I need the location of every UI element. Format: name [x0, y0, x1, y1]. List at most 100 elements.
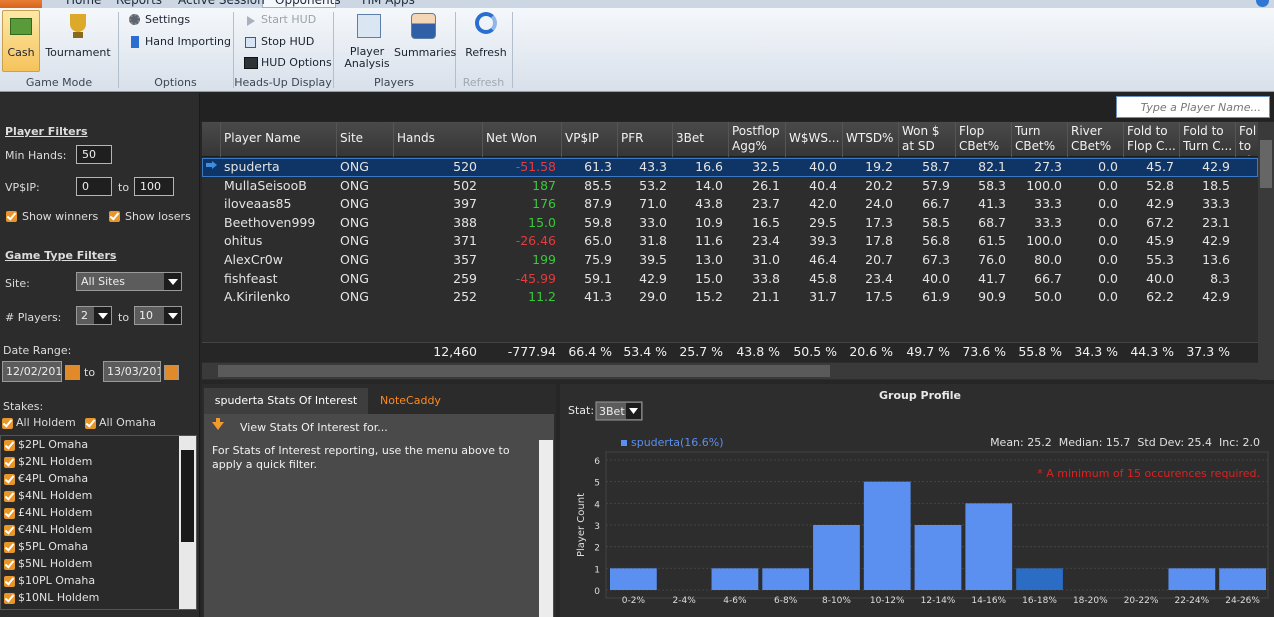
- filter-input[interactable]: 50: [76, 145, 112, 164]
- bar[interactable]: [1219, 568, 1266, 590]
- ribbon-tab[interactable]: HM Apps: [362, 0, 415, 7]
- column-header[interactable]: River CBet%: [1071, 124, 1121, 156]
- table-cell: 52.8: [1123, 177, 1174, 196]
- legend-label: spuderta(16.6%): [631, 436, 724, 449]
- ribbon-tab[interactable]: Reports: [116, 0, 162, 7]
- table-cell: 371: [393, 232, 477, 251]
- table-cell: 16.5: [728, 214, 780, 233]
- filter-label: Stakes:: [3, 400, 43, 413]
- column-header[interactable]: Fold to Turn C...: [1183, 124, 1233, 156]
- filter-label: Site:: [5, 277, 30, 290]
- checkbox: [2, 418, 13, 429]
- column-divider: [561, 122, 562, 157]
- checkbox: [4, 440, 15, 451]
- table-cell: 65.0: [561, 232, 612, 251]
- ribbon-button[interactable]: Hand Importing: [145, 35, 231, 48]
- stake-item[interactable]: $2PL Omaha: [18, 438, 88, 451]
- bar[interactable]: [762, 568, 809, 590]
- column-header[interactable]: Flop CBet%: [959, 124, 1009, 156]
- bar[interactable]: [864, 482, 911, 590]
- bar[interactable]: [1168, 568, 1215, 590]
- ribbon-button[interactable]: Start HUD: [261, 13, 316, 26]
- x-tick-label: 14-16%: [971, 596, 1006, 606]
- ribbon-button[interactable]: HUD Options: [261, 56, 332, 69]
- date-input[interactable]: 12/02/2012: [2, 361, 62, 382]
- table-cell: 58.3: [955, 177, 1006, 196]
- bar[interactable]: [965, 503, 1012, 590]
- bar[interactable]: [915, 525, 962, 590]
- ribbon-button[interactable]: Stop HUD: [261, 35, 314, 48]
- column-header[interactable]: Turn CBet%: [1015, 124, 1065, 156]
- checkbox: [4, 576, 15, 587]
- table-cell: 23.4: [728, 232, 780, 251]
- table-cell: 55.3: [1123, 251, 1174, 270]
- table-cell: 0.0: [1067, 232, 1118, 251]
- table-cell: 100.0: [1011, 177, 1062, 196]
- table-cell: 0.0: [1067, 158, 1118, 177]
- filter-label: Show winners: [22, 210, 98, 223]
- column-header[interactable]: Postflop Agg%: [732, 124, 783, 156]
- column-header[interactable]: Won $ at SD: [902, 124, 953, 156]
- filter-input[interactable]: 100: [134, 177, 174, 196]
- stake-item[interactable]: €4NL Holdem: [18, 523, 92, 536]
- table-cell: 11.6: [672, 232, 723, 251]
- panel-tab[interactable]: spuderta Stats Of Interest: [204, 388, 368, 414]
- table-cell: 14.0: [672, 177, 723, 196]
- v-scroll-thumb[interactable]: [1260, 140, 1272, 188]
- table-cell: 59.1: [561, 270, 612, 289]
- stake-item[interactable]: $10PL Omaha: [18, 574, 95, 587]
- column-divider: [1123, 122, 1124, 157]
- link[interactable]: View Stats Of Interest for...: [240, 421, 388, 434]
- ribbon-tab[interactable]: Opponents: [275, 0, 341, 7]
- table-cell: ONG: [340, 251, 393, 270]
- y-tick-label: 1: [594, 565, 600, 575]
- column-divider: [1067, 122, 1068, 157]
- arrow-stem: [216, 418, 220, 423]
- table-cell: 42.9: [1123, 195, 1174, 214]
- bar[interactable]: [610, 568, 657, 590]
- player-search[interactable]: Type a Player Name...: [1116, 96, 1270, 118]
- stake-item[interactable]: $4NL Holdem: [18, 489, 92, 502]
- stake-item[interactable]: $5NL Holdem: [18, 557, 92, 570]
- table-cell: 31.7: [785, 288, 837, 307]
- ribbon-button[interactable]: Settings: [145, 13, 190, 26]
- stake-item[interactable]: €4PL Omaha: [18, 472, 88, 485]
- checkbox: [4, 508, 15, 519]
- ribbon-button[interactable]: Cash: [2, 46, 40, 59]
- panel-tab[interactable]: NoteCaddy: [380, 388, 441, 414]
- checkbox: [4, 525, 15, 536]
- ribbon-tab[interactable]: Home: [66, 0, 101, 7]
- stake-item[interactable]: $10NL Holdem: [18, 591, 99, 604]
- ribbon-tab[interactable]: Active Session: [178, 0, 265, 7]
- ribbon-button[interactable]: Summaries: [394, 46, 454, 59]
- ribbon-button[interactable]: Refresh: [458, 46, 514, 59]
- table-cell: 41.7: [955, 270, 1006, 289]
- ribbon-button[interactable]: Tournament: [44, 46, 112, 59]
- column-header[interactable]: Fold to River C...: [1239, 124, 1256, 156]
- h-scroll-thumb[interactable]: [218, 365, 830, 377]
- stakes-list: $2PL Omaha $2NL Holdem €4PL Omaha $4NL Hold…: [0, 435, 197, 610]
- stake-item[interactable]: £4NL Holdem: [18, 506, 92, 519]
- group-label: Heads-Up Display: [233, 76, 333, 89]
- gear-icon: [129, 14, 140, 25]
- bar[interactable]: [813, 525, 860, 590]
- table-cell: 27.3: [1011, 158, 1062, 177]
- hud-options-icon: [244, 57, 258, 69]
- table-cell: 20.2: [842, 177, 893, 196]
- stake-item[interactable]: $5PL Omaha: [18, 540, 88, 553]
- app-button[interactable]: [0, 0, 42, 8]
- ribbon-button[interactable]: Player Analysis: [340, 46, 394, 70]
- stake-item[interactable]: $2NL Holdem: [18, 455, 92, 468]
- date-input[interactable]: 13/03/2012: [103, 361, 161, 382]
- column-divider: [482, 122, 483, 157]
- table-cell: 39.3: [785, 232, 837, 251]
- table-cell: 23.7: [728, 195, 780, 214]
- table-cell: 0.0: [1067, 214, 1118, 233]
- column-header[interactable]: Fold to Flop C...: [1127, 124, 1177, 156]
- filter-input[interactable]: 0: [76, 177, 112, 196]
- toolbar-strip: [200, 93, 1274, 121]
- bar[interactable]: [712, 568, 759, 590]
- bar[interactable]: [1016, 568, 1063, 590]
- table-cell: A.Kirilenko: [224, 288, 336, 307]
- total-cell: 66.4 %: [561, 342, 612, 362]
